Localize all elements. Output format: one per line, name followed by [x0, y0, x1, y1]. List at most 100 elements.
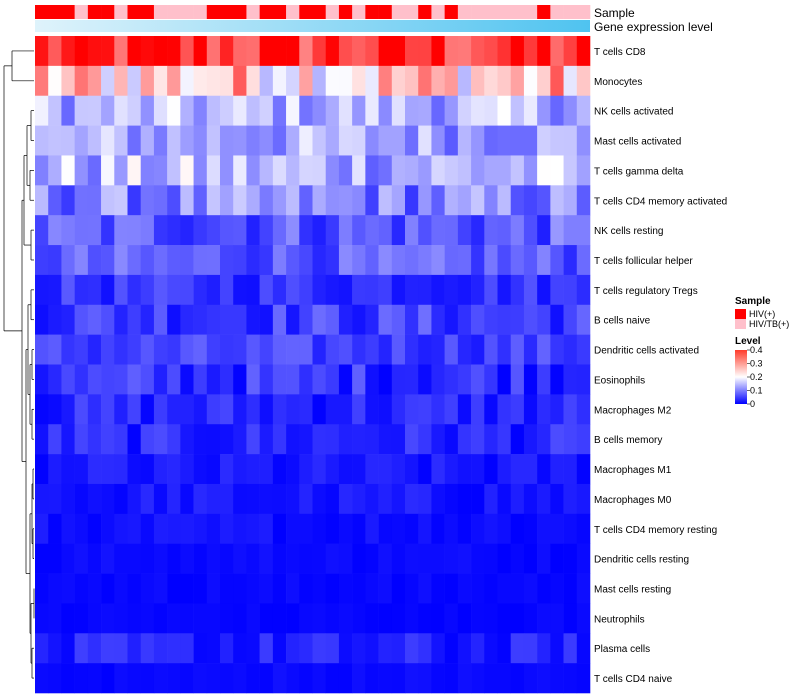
heatmap-cell [193, 633, 208, 664]
heatmap-cell [352, 304, 366, 335]
heatmap-cell [457, 364, 472, 395]
heatmap-cell [180, 155, 194, 186]
heatmap-cell [550, 95, 564, 126]
heatmap-cell [510, 424, 525, 455]
heatmap-cell [48, 513, 62, 544]
heatmap-cell [312, 334, 327, 365]
heatmap-cell [153, 304, 168, 335]
heatmap-cell [48, 633, 62, 664]
heatmap-cell [167, 364, 181, 395]
heatmap-cell [338, 573, 353, 604]
heatmap-cell [286, 95, 300, 126]
heatmap-cell [444, 334, 459, 365]
heatmap-cell [378, 603, 393, 634]
heatmap-cell [352, 215, 366, 246]
sample-annotation-cell [246, 5, 260, 19]
heatmap-cell [286, 36, 300, 67]
heatmap-cell [444, 543, 459, 574]
heatmap-cell [114, 65, 128, 97]
heatmap-cell [220, 483, 234, 515]
heatmap-cell [391, 185, 406, 216]
heatmap-cell [61, 364, 75, 395]
heatmap-cell [457, 483, 472, 515]
heatmap-cell [444, 513, 459, 544]
heatmap-cell [405, 304, 419, 335]
heatmap-cell [180, 513, 194, 544]
heatmap-cell [523, 364, 538, 395]
heatmap-cell [563, 185, 578, 216]
heatmap-cell [576, 483, 591, 515]
heatmap-cell [48, 155, 62, 186]
heatmap-cell [418, 364, 432, 395]
heatmap-cell [220, 36, 234, 67]
heatmap-cell [563, 125, 578, 156]
heatmap-cell [325, 65, 340, 97]
heatmap-cell [405, 185, 419, 216]
heatmap-cell [325, 603, 340, 634]
heatmap-cell [48, 215, 62, 246]
heatmap-cell [457, 274, 472, 306]
heatmap-cell [74, 125, 89, 156]
heatmap-cell [259, 334, 274, 365]
heatmap-cell [61, 304, 75, 335]
heatmap-cell [286, 573, 300, 604]
heatmap-cell [391, 633, 406, 664]
heatmap-cell [61, 663, 75, 694]
heatmap-cell [391, 483, 406, 515]
heatmap-cell [153, 185, 168, 216]
heatmap-cell [220, 633, 234, 664]
heatmap-cell [431, 245, 445, 276]
heatmap-cell [550, 215, 564, 246]
heatmap-cell [74, 155, 89, 186]
heatmap-cell [35, 95, 49, 126]
heatmap-cell [180, 125, 194, 156]
heatmap-cell [484, 543, 498, 574]
heatmap-cell [299, 125, 313, 156]
heatmap-cell [140, 215, 155, 246]
heatmap-cell [431, 603, 445, 634]
heatmap-cell [101, 155, 115, 186]
heatmap-cell [523, 394, 538, 425]
heatmap-cell [114, 274, 128, 306]
heatmap-cell [444, 304, 459, 335]
heatmap-cell [497, 543, 512, 574]
legend-sample-title: Sample [735, 296, 771, 307]
heatmap-cell [365, 663, 379, 694]
heatmap-cell [352, 95, 366, 126]
heatmap-cell [114, 454, 128, 485]
heatmap-cell [61, 245, 75, 276]
heatmap-cell [87, 454, 102, 485]
heatmap-cell [497, 185, 512, 216]
heatmap-cell [471, 454, 485, 485]
heatmap-cell [365, 633, 379, 664]
heatmap-cell [153, 663, 168, 694]
heatmap-cell [484, 513, 498, 544]
heatmap-cell [576, 215, 591, 246]
heatmap-cell [338, 394, 353, 425]
heatmap-cell [550, 573, 564, 604]
heatmap-cell [87, 334, 102, 365]
heatmap-cell [497, 245, 512, 276]
heatmap-cell [523, 513, 538, 544]
heatmap-cell [471, 245, 485, 276]
heatmap-cell [233, 603, 247, 634]
heatmap-cell [431, 65, 445, 97]
heatmap-cell [338, 663, 353, 694]
heatmap-cell [378, 36, 393, 67]
heatmap-cell [471, 65, 485, 97]
heatmap-cell [61, 274, 75, 306]
heatmap-cell [180, 245, 194, 276]
heatmap-cell [61, 633, 75, 664]
heatmap-cell [48, 483, 62, 515]
heatmap-cell [537, 394, 551, 425]
heatmap-cell [114, 36, 128, 67]
sample-annotation-cell [563, 5, 578, 19]
heatmap-cell [140, 633, 155, 664]
heatmap-cell [352, 364, 366, 395]
heatmap-cell [140, 304, 155, 335]
heatmap-cell [405, 125, 419, 156]
heatmap-cell [35, 304, 49, 335]
row-label: B cells memory [594, 435, 662, 446]
row-label: NK cells resting [594, 226, 663, 237]
heatmap-cell [471, 274, 485, 306]
